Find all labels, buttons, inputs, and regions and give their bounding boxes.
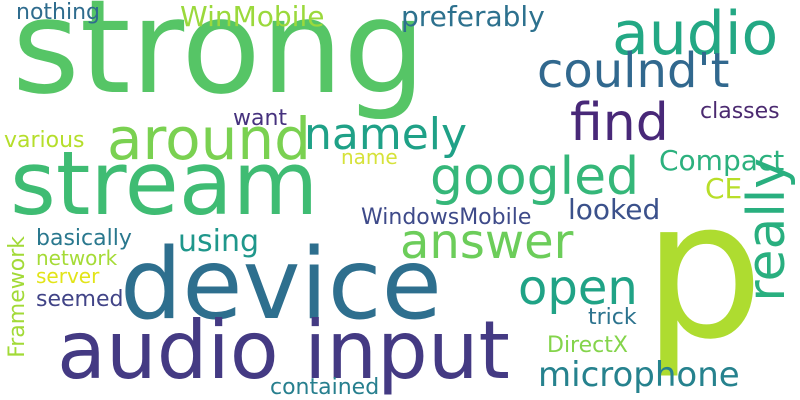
- word-name: name: [341, 145, 398, 169]
- word-want: want: [233, 106, 288, 131]
- word-couldnt: coulnd't: [537, 43, 730, 99]
- word-googled: googled: [430, 147, 640, 207]
- word-windowsmobile: WindowsMobile: [361, 205, 532, 230]
- word-device: device: [120, 228, 442, 342]
- word-really: really: [737, 158, 797, 302]
- word-answer: answer: [400, 214, 574, 270]
- word-contained: contained: [270, 375, 380, 400]
- word-nothing: nothing: [16, 0, 100, 25]
- word-stream: stream: [10, 132, 319, 235]
- word-seemed: seemed: [36, 287, 124, 312]
- word-compact: Compact: [659, 144, 785, 177]
- word-p: p: [643, 160, 764, 381]
- word-various: various: [4, 128, 85, 153]
- word-basically: basically: [36, 226, 132, 251]
- word-trick: trick: [588, 305, 637, 330]
- word-around: around: [107, 105, 311, 173]
- word-network: network: [36, 246, 118, 270]
- word-namely: namely: [304, 109, 468, 160]
- word-find: find: [570, 93, 669, 153]
- word-looked: looked: [568, 193, 661, 226]
- word-audio: audio: [612, 0, 779, 69]
- word-winmobile: WinMobile: [180, 0, 325, 33]
- word-open: open: [518, 260, 638, 316]
- word-using: using: [178, 224, 260, 259]
- word-audio-input: audio input: [57, 304, 510, 397]
- word-microphone: microphone: [538, 355, 740, 395]
- word-ce: CE: [705, 172, 743, 205]
- word-framework: Framework: [5, 236, 30, 358]
- word-directx: DirectX: [547, 333, 628, 358]
- word-strong: strong: [12, 0, 426, 123]
- word-classes: classes: [700, 99, 780, 124]
- word-server: server: [36, 264, 100, 288]
- word-preferably: preferably: [401, 0, 545, 33]
